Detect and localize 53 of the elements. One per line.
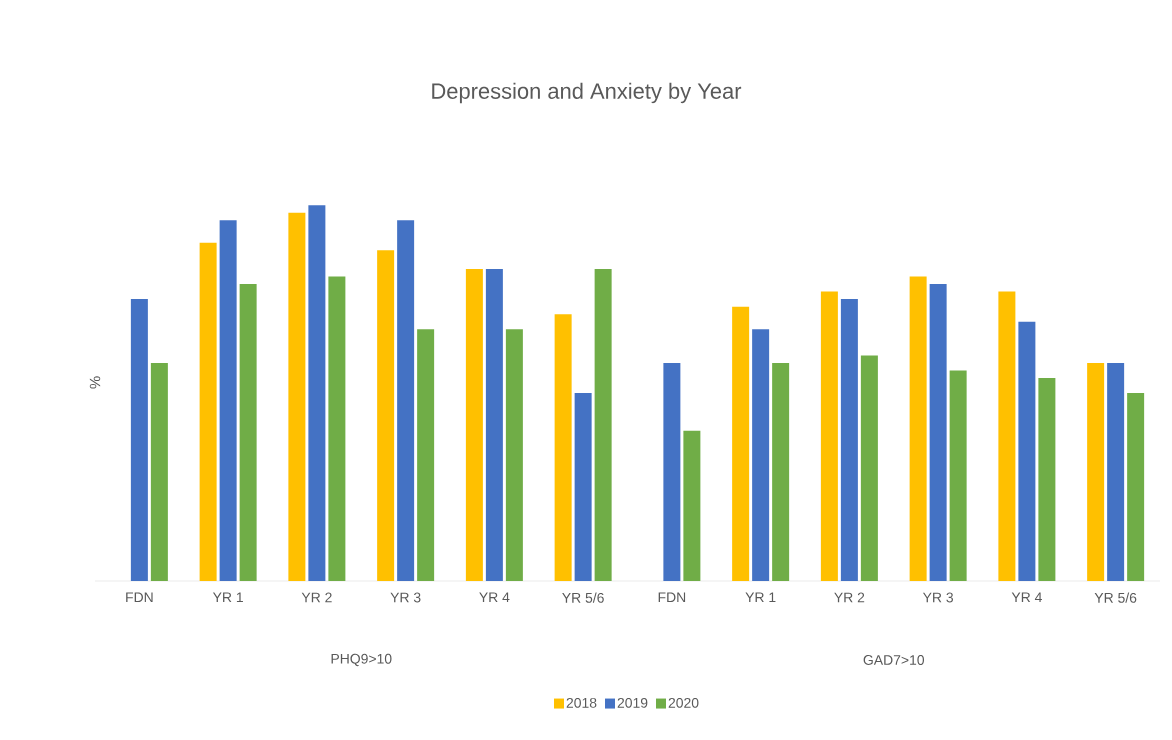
- x-tick-label: YR 2: [301, 592, 332, 603]
- bar: [377, 250, 395, 581]
- bar: [239, 284, 257, 581]
- bar: [150, 363, 168, 581]
- x-tick-label: FDN: [658, 592, 686, 603]
- bar: [1107, 363, 1125, 581]
- x-tick-label: YR 4: [479, 592, 510, 603]
- x-tick-label: YR 5/6: [1094, 592, 1137, 603]
- bar: [199, 242, 217, 581]
- bar: [772, 363, 790, 581]
- bar: [594, 269, 612, 581]
- bar: [505, 329, 523, 581]
- x-tick-label: YR 2: [834, 592, 865, 603]
- bar: [820, 291, 838, 581]
- bar: [949, 370, 967, 581]
- bar: [574, 393, 592, 581]
- bar: [840, 299, 858, 581]
- x-tick-label: FDN: [126, 592, 153, 603]
- x-tick-label: YR 4: [1011, 592, 1042, 603]
- x-tick-label: YR 3: [922, 592, 954, 603]
- bar: [732, 306, 750, 581]
- bar: [1018, 321, 1036, 581]
- text: GAD7>10: [863, 655, 925, 665]
- bar: [308, 205, 326, 581]
- bar: [130, 299, 148, 581]
- bar: [288, 212, 306, 581]
- bar: [1038, 378, 1056, 581]
- bar: [998, 291, 1016, 581]
- bar: [752, 329, 770, 581]
- legend-label: 2019: [617, 697, 648, 708]
- bar: [1127, 393, 1145, 581]
- bar: [219, 220, 237, 581]
- bar: [554, 314, 572, 581]
- bar: [683, 430, 701, 581]
- x-tick-label: YR 1: [745, 592, 776, 603]
- bar: [417, 329, 435, 581]
- legend-label: 2018: [566, 697, 597, 708]
- bar: [663, 363, 681, 581]
- bar: [328, 276, 346, 581]
- y-axis-title: %: [89, 376, 101, 389]
- bar: [929, 284, 947, 581]
- bar: [909, 276, 927, 581]
- x-tick-label: YR 5/6: [562, 592, 604, 603]
- bar: [397, 220, 415, 581]
- bar: [465, 269, 483, 581]
- chart-title: Depression and Anxiety by Year: [432, 82, 742, 104]
- legend-label: 2020: [668, 697, 699, 708]
- text: PHQ9>10: [331, 653, 392, 667]
- bar: [485, 269, 503, 581]
- bar: [860, 355, 878, 581]
- bar: [1087, 363, 1105, 581]
- x-tick-label: YR 1: [212, 592, 243, 603]
- x-tick-label: YR 3: [390, 592, 421, 603]
